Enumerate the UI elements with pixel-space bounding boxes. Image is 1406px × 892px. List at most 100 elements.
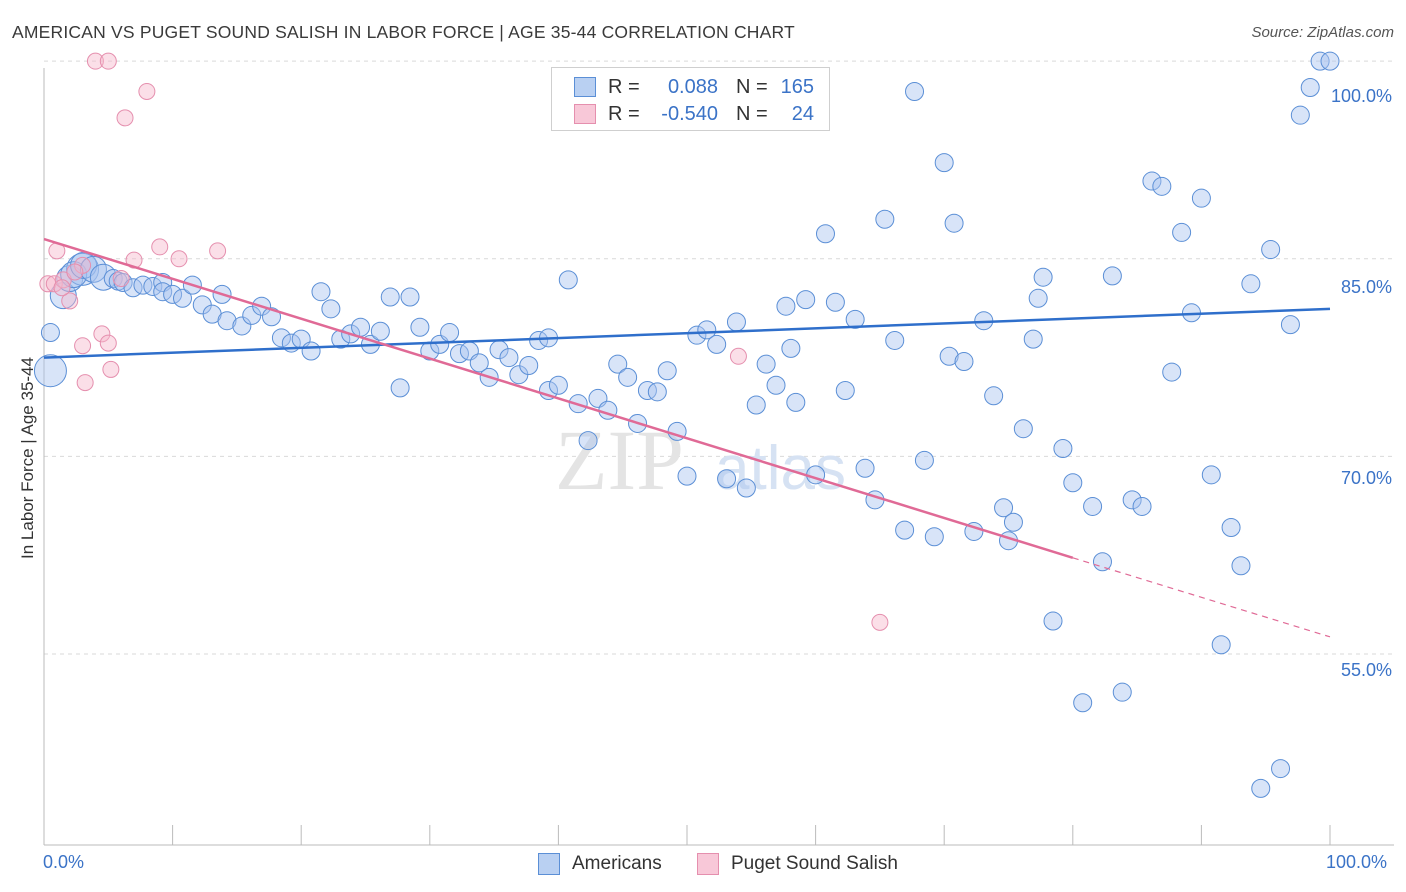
y-tick-label: 85.0%	[1340, 277, 1392, 297]
americans-point	[217, 311, 237, 331]
americans-swatch	[538, 853, 560, 875]
americans-point	[736, 478, 756, 498]
americans-point	[845, 309, 865, 329]
americans-point	[1102, 266, 1122, 286]
puget-point	[112, 270, 130, 288]
americans-point	[133, 275, 153, 295]
americans-point	[1310, 51, 1330, 71]
americans-point	[1300, 78, 1320, 98]
americans-point	[301, 341, 321, 361]
americans-point	[944, 213, 964, 233]
americans-point	[756, 354, 776, 374]
americans-point	[578, 431, 598, 451]
watermark-zip: ZIP	[555, 412, 684, 508]
puget-points	[39, 52, 889, 631]
y-tick-label: 100.0%	[1330, 86, 1392, 106]
americans-point	[939, 346, 959, 366]
americans-point	[647, 382, 667, 402]
americans-point	[410, 317, 430, 337]
americans-point	[1083, 496, 1103, 516]
americans-point	[262, 307, 282, 327]
legend-row-puget: R = -0.540 N = 24	[574, 101, 814, 127]
americans-point	[707, 334, 727, 354]
americans-point	[33, 354, 67, 388]
americans-point	[351, 317, 371, 337]
r-value: -0.540	[661, 102, 718, 125]
r-label: R =	[608, 75, 640, 98]
americans-point	[469, 353, 489, 373]
americans-point	[172, 288, 192, 308]
americans-point	[1003, 512, 1023, 532]
americans-point	[548, 375, 568, 395]
americans-point	[855, 458, 875, 478]
americans-point	[143, 276, 163, 296]
americans-point	[271, 328, 291, 348]
puget-point	[138, 82, 156, 100]
americans-point	[637, 381, 657, 401]
americans-point	[825, 292, 845, 312]
americans-point	[786, 392, 806, 412]
puget-swatch	[697, 853, 719, 875]
americans-point	[1063, 473, 1083, 493]
americans-point	[885, 330, 905, 350]
americans-point	[1073, 693, 1093, 713]
y-tick-label: 70.0%	[1340, 468, 1392, 488]
americans-point	[781, 338, 801, 358]
americans-point	[558, 270, 578, 290]
americans-point	[1261, 240, 1281, 260]
americans-point	[815, 224, 835, 244]
americans-point	[1043, 611, 1063, 631]
americans-point	[608, 354, 628, 374]
americans-point	[776, 296, 796, 316]
puget-point	[93, 325, 111, 343]
americans-point	[1231, 556, 1251, 576]
americans-point	[895, 520, 915, 540]
americans-point	[746, 395, 766, 415]
watermark: ZIP atlas	[555, 412, 846, 508]
americans-point	[380, 287, 400, 307]
americans-point	[40, 323, 60, 343]
n-label: N =	[736, 102, 768, 125]
x-tick-min-label: 0.0%	[43, 852, 85, 872]
americans-point	[677, 466, 697, 486]
americans-point	[1162, 362, 1182, 382]
americans-points	[33, 51, 1340, 798]
americans-point	[440, 323, 460, 343]
puget-point	[170, 250, 188, 268]
americans-point	[934, 153, 954, 173]
americans-point	[1053, 438, 1073, 458]
y-axis-label: In Labor Force | Age 35-44	[18, 357, 37, 559]
americans-point	[1028, 288, 1048, 308]
legend-row-americans: R = 0.088 N = 165	[574, 74, 814, 100]
puget-point	[61, 292, 79, 310]
americans-point	[1142, 171, 1162, 191]
puget-point	[102, 360, 120, 378]
americans-point	[519, 355, 539, 375]
r-label: R =	[608, 102, 640, 125]
axes	[43, 68, 1394, 846]
y-tick-label: 55.0%	[1340, 660, 1392, 680]
americans-point	[717, 469, 737, 489]
x-tick-max-label: 100.0%	[1326, 852, 1388, 872]
americans-point	[766, 375, 786, 395]
legend-americans-label: Americans	[572, 853, 662, 874]
americans-point	[311, 282, 331, 302]
americans-point	[499, 348, 519, 368]
puget-point	[151, 238, 169, 256]
puget-point	[74, 337, 92, 355]
puget-point	[99, 334, 117, 352]
americans-point	[370, 321, 390, 341]
americans-point	[687, 325, 707, 345]
americans-point	[905, 81, 925, 101]
americans-point	[232, 316, 252, 336]
source-label: Source: ZipAtlas.com	[1251, 24, 1394, 41]
americans-point	[1241, 274, 1261, 294]
americans-point	[726, 312, 746, 332]
n-value: 165	[780, 75, 814, 98]
americans-point	[321, 299, 341, 319]
americans-point	[163, 284, 183, 304]
puget-trendline	[43, 237, 1074, 560]
puget-point	[45, 275, 63, 293]
legend-americans: Americans	[538, 852, 662, 876]
correlation-legend: R = 0.088 N = 165 R = -0.540 N = 24	[551, 67, 830, 131]
